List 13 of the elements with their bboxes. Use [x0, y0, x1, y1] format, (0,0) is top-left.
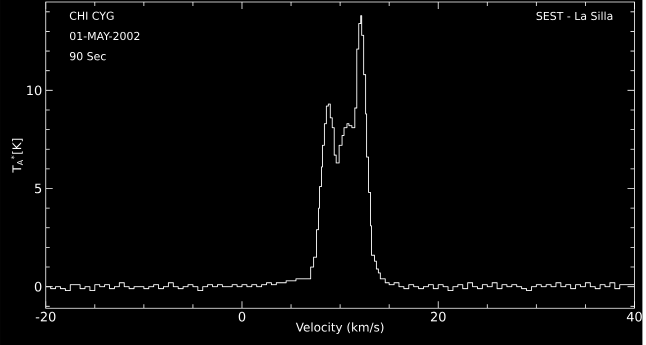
- x-tick-label: 0: [238, 312, 246, 322]
- y-axis-title: T$_{A}$$^{*}$[K]: [10, 138, 23, 173]
- annotation: SEST - La Silla: [536, 12, 612, 20]
- annotation: 01-MAY-2002: [70, 32, 140, 40]
- x-axis-title: Velocity (km/s): [296, 322, 384, 334]
- annotation: CHI CYG: [70, 12, 114, 20]
- x-tick-label: 40: [626, 312, 642, 322]
- y-tick-label: 10: [27, 85, 42, 96]
- y-tick-label: 0: [34, 282, 42, 292]
- y-tick-label: 5: [35, 184, 42, 194]
- annotation: 90 Sec: [70, 52, 106, 60]
- x-tick-label: 20: [430, 312, 446, 322]
- x-tick-label: -20: [36, 312, 56, 322]
